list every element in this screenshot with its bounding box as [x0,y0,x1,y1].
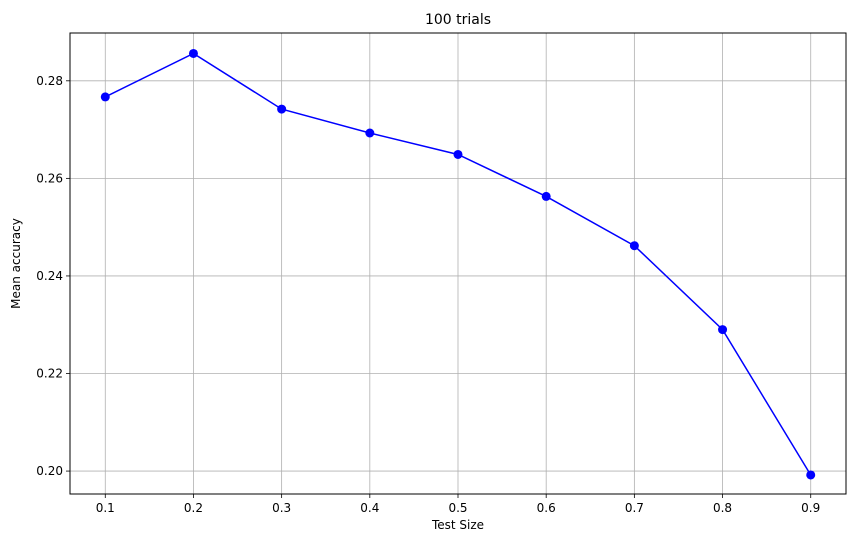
y-axis-ticks: 0.20 0.22 0.24 0.26 0.28 [36,74,70,478]
grid [70,33,846,494]
series-layer [100,48,816,480]
x-axis-label: Test Size [431,518,484,532]
x-axis-ticks: 0.1 0.2 0.3 0.4 0.5 0.6 0.7 0.8 0.9 [96,494,820,515]
x-tick-label: 0.6 [537,501,556,515]
data-point [806,470,816,480]
data-point [365,128,375,138]
x-tick-label: 0.4 [360,501,379,515]
y-tick-label: 0.26 [36,171,63,185]
y-tick-label: 0.28 [36,74,63,88]
x-tick-label: 0.8 [713,501,732,515]
y-tick-label: 0.22 [36,367,63,381]
x-tick-label: 0.2 [184,501,203,515]
x-tick-label: 0.1 [96,501,115,515]
chart-title: 100 trials [425,12,491,28]
data-point [629,241,639,251]
data-point [453,149,463,159]
y-tick-label: 0.20 [36,464,63,478]
y-axis-label: Mean accuracy [9,218,23,309]
x-tick-label: 0.7 [625,501,644,515]
data-point [541,191,551,201]
data-point [718,325,728,335]
x-tick-label: 0.3 [272,501,291,515]
data-point [100,92,110,102]
x-tick-label: 0.9 [801,501,820,515]
data-point [188,48,198,58]
data-point [277,104,287,114]
x-tick-label: 0.5 [448,501,467,515]
y-tick-label: 0.24 [36,269,63,283]
